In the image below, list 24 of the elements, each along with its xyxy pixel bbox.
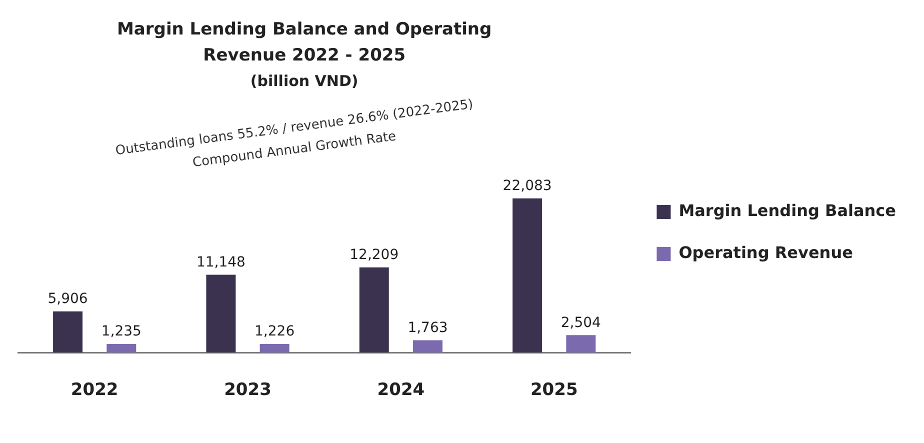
x-tick-label: 2024 [377,380,425,400]
bar [413,340,442,353]
chart-title: Margin Lending Balance and Operating Revenue 2022 - 2025 [117,19,492,66]
bar [359,267,389,353]
x-tick-label: 2025 [530,380,578,400]
data-label: 1,226 [254,324,295,340]
bar [512,198,542,353]
legend-label: Operating Revenue [678,243,854,262]
data-label: 1,235 [101,324,142,340]
x-tick-label: 2023 [224,380,272,400]
x-tick-label: 2022 [70,380,118,400]
data-label: 2,504 [560,314,602,331]
bar [53,311,83,353]
bar [106,344,136,353]
bar [566,335,596,353]
chart-subtitle: (billion VND) [250,72,358,90]
data-label: 5,906 [48,290,88,307]
legend-label: Margin Lending Balance [678,201,896,220]
data-label: 11,148 [196,254,246,270]
bar [260,344,290,353]
data-label: 12,209 [350,246,399,263]
bar [206,274,236,353]
data-label: 22,083 [502,178,552,194]
data-label: 1,763 [408,320,448,336]
